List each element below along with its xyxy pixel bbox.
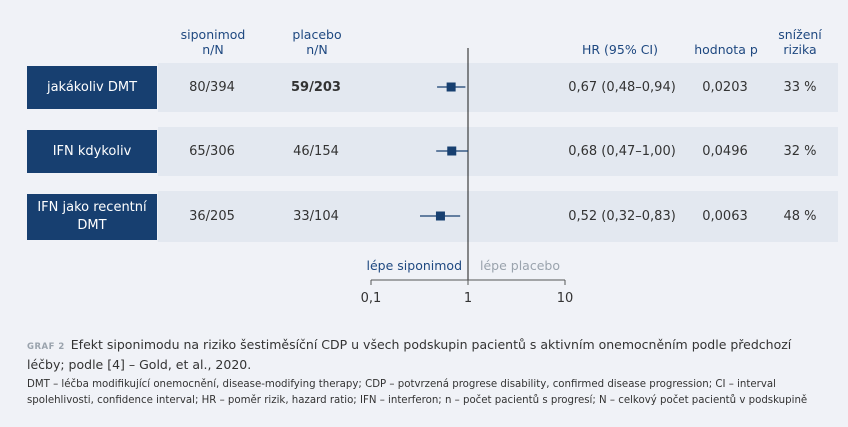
row-1-siponimod: 80/394 <box>189 80 235 95</box>
row-label-1: jakákoliv DMT <box>27 66 157 109</box>
hr-point-3 <box>435 211 445 221</box>
row-band-3 <box>158 191 838 242</box>
figure-title: Efekt siponimodu na riziko šestiměsíční … <box>27 337 792 372</box>
row-band-2 <box>158 127 838 176</box>
header-risk-reduction: snížení rizika <box>766 27 834 57</box>
hr-point-1 <box>446 82 456 92</box>
row-3-p: 0,0063 <box>702 209 748 224</box>
row-band-1 <box>158 63 838 112</box>
row-3-hr: 0,52 (0,32–0,83) <box>568 209 676 224</box>
header-placebo-line1: placebo <box>292 27 342 42</box>
header-placebo-line2: n/N <box>306 42 328 57</box>
header-siponimod: siponimod n/N <box>168 27 258 57</box>
abbreviations-note: DMT – léčba modifikující onemocnění, dis… <box>27 379 808 406</box>
header-siponimod-line2: n/N <box>202 42 224 57</box>
row-3-placebo: 33/104 <box>293 209 339 224</box>
row-1-p: 0,0203 <box>702 80 748 95</box>
favours-placebo-label: lépe placebo <box>480 258 560 273</box>
header-risk-reduction-line2: rizika <box>783 42 817 57</box>
header-hr: HR (95% CI) <box>582 42 658 57</box>
row-2-hr: 0,68 (0,47–1,00) <box>568 144 676 159</box>
row-label-2: IFN kdykoliv <box>27 130 157 173</box>
row-3-reduction: 48 % <box>783 209 817 224</box>
hr-point-2 <box>447 146 457 156</box>
header-siponimod-line1: siponimod <box>180 27 246 42</box>
figure-caption: GRAF 2 Efekt siponimodu na riziko šestimě… <box>27 336 827 374</box>
row-2-siponimod: 65/306 <box>189 144 235 159</box>
row-1-reduction: 33 % <box>783 80 817 95</box>
favours-siponimod-label: lépe siponimod <box>367 258 462 273</box>
row-1-placebo: 59/203 <box>291 80 341 95</box>
row-label-3: IFN jako recentní DMT <box>27 194 157 240</box>
figure-number: GRAF 2 <box>27 342 65 352</box>
x-tick-label-3: 10 <box>557 291 574 306</box>
header-risk-reduction-line1: snížení <box>778 27 822 42</box>
row-2-reduction: 32 % <box>783 144 817 159</box>
header-p-value: hodnota p <box>694 42 758 57</box>
row-3-siponimod: 36/205 <box>189 209 235 224</box>
header-placebo: placebo n/N <box>272 27 362 57</box>
x-tick-label-1: 0,1 <box>361 291 382 306</box>
x-tick-label-2: 1 <box>464 291 472 306</box>
row-1-hr: 0,67 (0,48–0,94) <box>568 80 676 95</box>
row-2-placebo: 46/154 <box>293 144 339 159</box>
row-2-p: 0,0496 <box>702 144 748 159</box>
